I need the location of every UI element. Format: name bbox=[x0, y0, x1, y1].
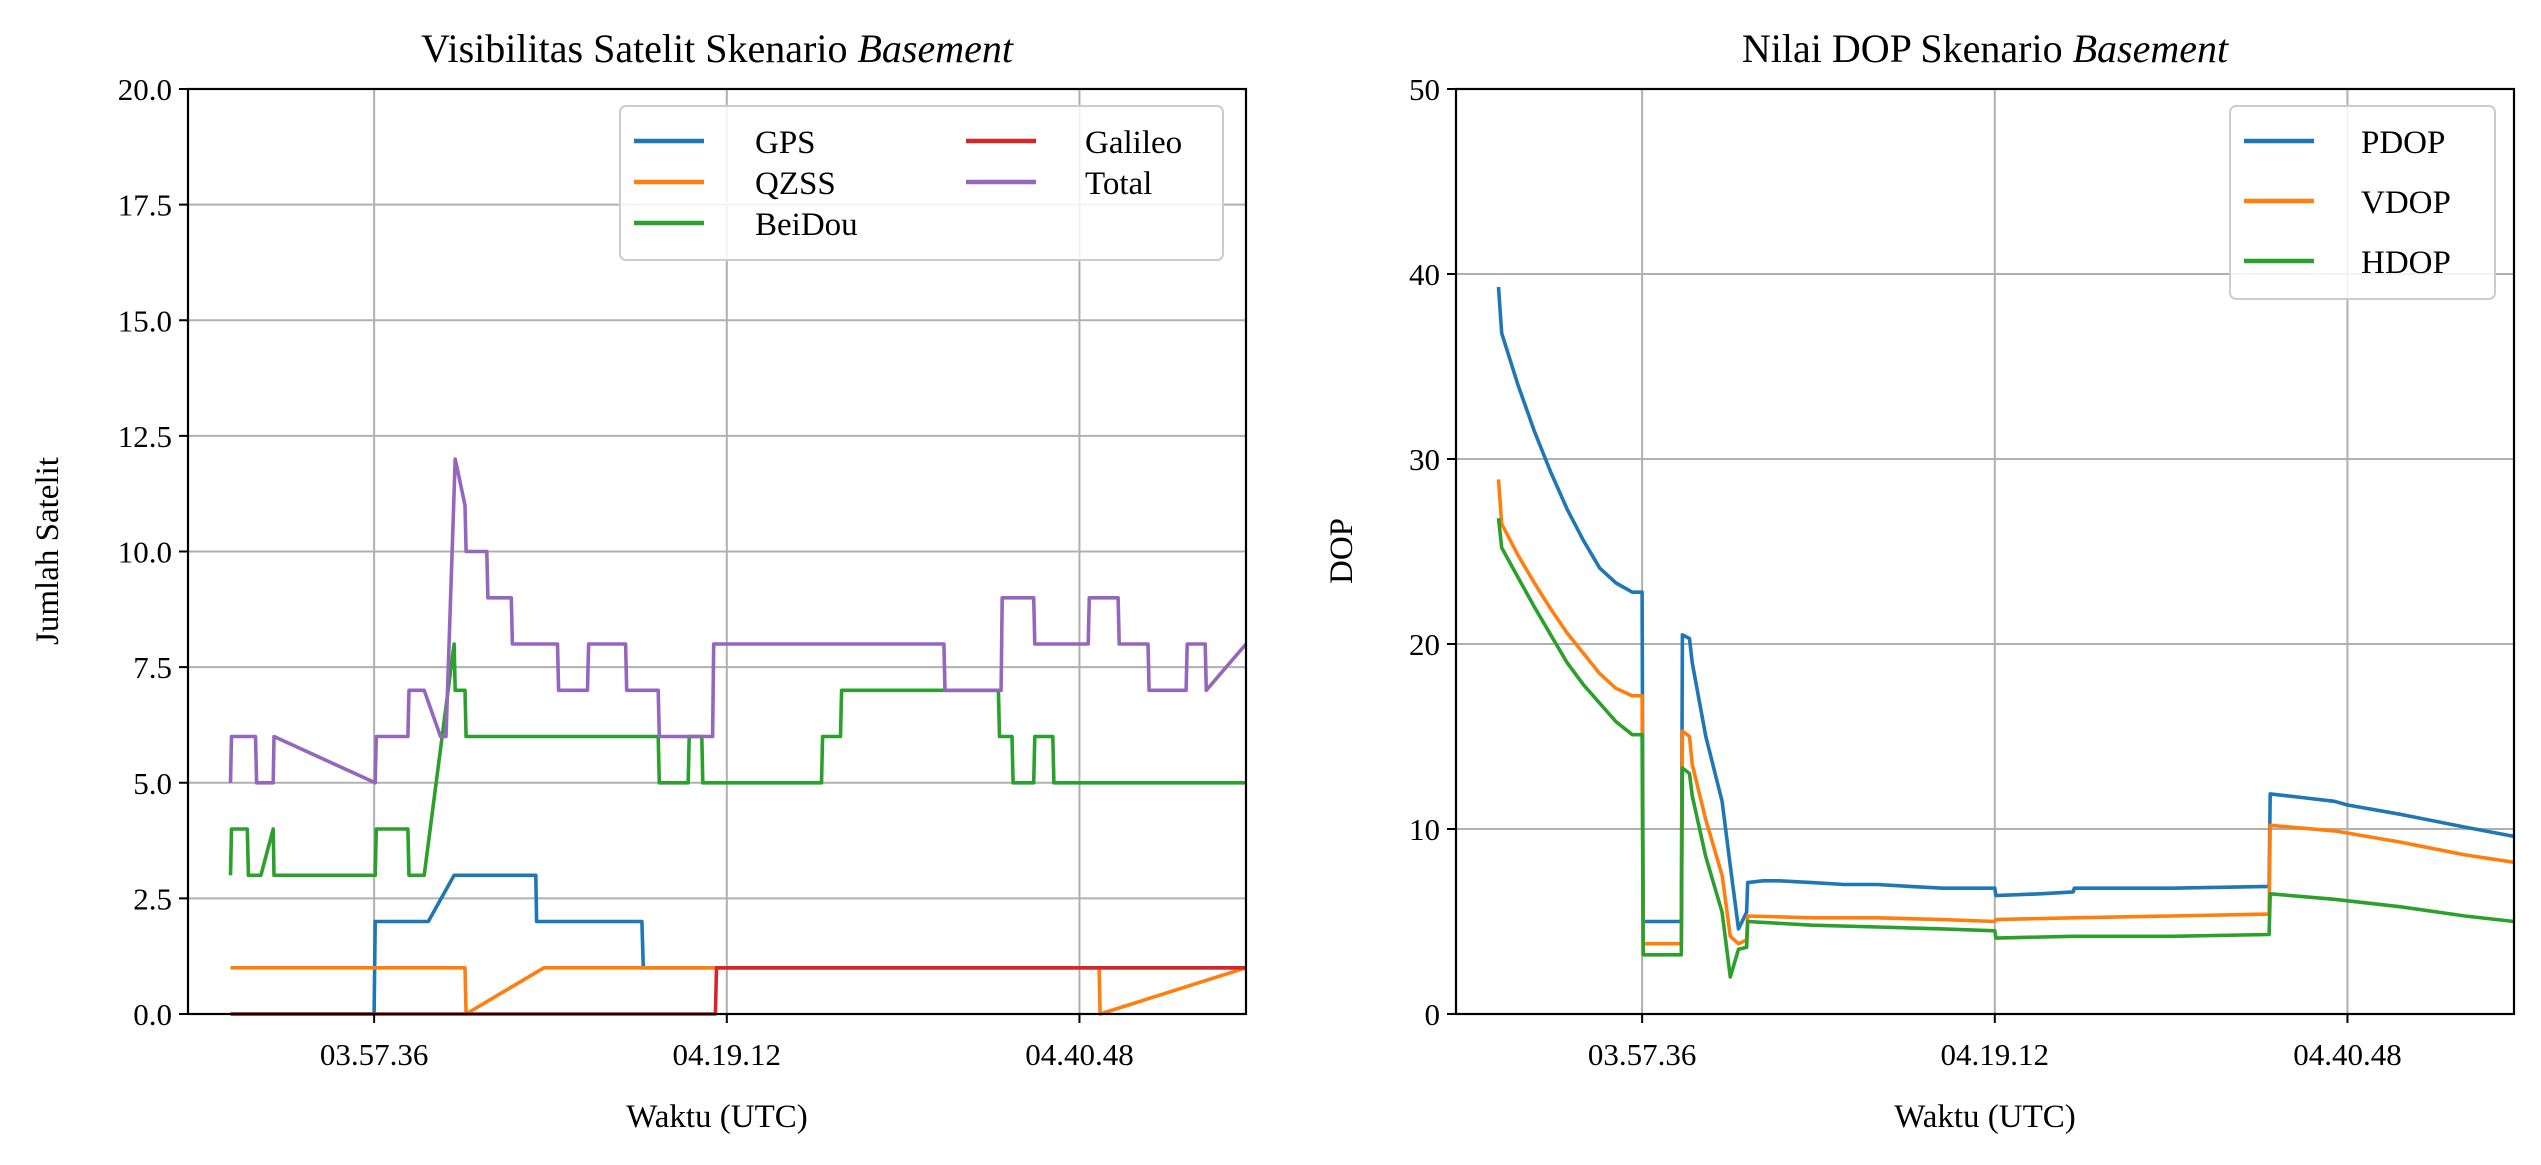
y-tick-label: 10 bbox=[1409, 812, 1440, 847]
x-tick-label: 03.57.36 bbox=[1588, 1037, 1697, 1072]
x-tick-label: 04.40.48 bbox=[1025, 1037, 1134, 1072]
x-axis: 03.57.36 04.19.12 04.40.48 bbox=[320, 1014, 1134, 1072]
y-tick-label: 40 bbox=[1409, 257, 1440, 292]
legend-label-vdop: VDOP bbox=[2361, 185, 2451, 221]
series-line-pdop bbox=[1496, 286, 2515, 931]
legend-label-galileo: Galileo bbox=[1085, 125, 1182, 161]
x-tick-label: 04.19.12 bbox=[1941, 1037, 2050, 1072]
y-tick-label: 2.5 bbox=[133, 881, 172, 916]
y-axis-label: DOP bbox=[1324, 518, 1360, 584]
y-axis: 0.0 2.5 5.0 7.5 10.0 12.5 15.0 17.5 20.0 bbox=[118, 72, 188, 1032]
legend-label-pdop: PDOP bbox=[2361, 125, 2445, 161]
legend-label-qzss: QZSS bbox=[755, 166, 836, 202]
series-line-total bbox=[228, 457, 1248, 785]
y-tick-label: 7.5 bbox=[133, 650, 172, 685]
legend-label-hdop: HDOP bbox=[2361, 245, 2451, 281]
legend-label-gps: GPS bbox=[755, 125, 816, 161]
satellite-visibility-chart: 0.0 2.5 5.0 7.5 10.0 12.5 15.0 17.5 20.0 03.57.3… bbox=[30, 26, 1248, 1135]
legend: GPS QZSS BeiDou Galileo Total bbox=[619, 105, 1224, 261]
plot-area bbox=[228, 457, 1248, 1016]
y-tick-label: 12.5 bbox=[118, 419, 172, 454]
x-axis: 03.57.36 04.19.12 04.40.48 bbox=[1588, 1014, 2402, 1072]
y-tick-label: 20 bbox=[1409, 627, 1440, 662]
legend: PDOP VDOP HDOP bbox=[2229, 105, 2496, 300]
x-tick-label: 04.40.48 bbox=[2293, 1037, 2402, 1072]
legend-box bbox=[619, 105, 1224, 261]
series-line-hdop bbox=[1496, 518, 2515, 979]
x-axis-label: Waktu (UTC) bbox=[626, 1099, 808, 1135]
legend-box bbox=[2229, 105, 2496, 300]
series-line-qzss bbox=[230, 965, 1247, 1016]
y-tick-label: 15.0 bbox=[118, 303, 172, 338]
series-line-gps bbox=[230, 873, 1246, 1016]
y-tick-label: 5.0 bbox=[133, 766, 172, 801]
y-tick-label: 20.0 bbox=[118, 72, 172, 107]
chart-title: Nilai DOP Skenario Basement bbox=[1742, 26, 2229, 71]
y-tick-label: 10.0 bbox=[118, 535, 172, 570]
y-tick-label: 17.5 bbox=[118, 188, 172, 223]
legend-label-total: Total bbox=[1085, 166, 1152, 202]
x-tick-label: 03.57.36 bbox=[320, 1037, 429, 1072]
y-axis: 0 10 20 30 40 50 bbox=[1409, 72, 1456, 1032]
y-tick-label: 50 bbox=[1409, 72, 1440, 107]
chart-title: Visibilitas Satelit Skenario Basement bbox=[421, 26, 1014, 71]
y-tick-label: 0 bbox=[1425, 997, 1441, 1032]
y-tick-label: 0.0 bbox=[133, 997, 172, 1032]
series-line-beidou bbox=[228, 642, 1246, 878]
dop-chart: 0 10 20 30 40 50 03.57.36 04.19.12 04.40.48 Nil… bbox=[1324, 26, 2516, 1135]
plot-area bbox=[1496, 286, 2515, 979]
series-line-galileo bbox=[230, 965, 1246, 1016]
y-tick-label: 30 bbox=[1409, 442, 1440, 477]
series-line-vdop bbox=[1496, 479, 2515, 946]
x-axis-label: Waktu (UTC) bbox=[1894, 1099, 2076, 1135]
legend-label-beidou: BeiDou bbox=[755, 207, 858, 243]
y-axis-label: Jumlah Satelit bbox=[30, 457, 66, 645]
x-tick-label: 04.19.12 bbox=[673, 1037, 782, 1072]
axes-frame bbox=[1454, 87, 2516, 1016]
